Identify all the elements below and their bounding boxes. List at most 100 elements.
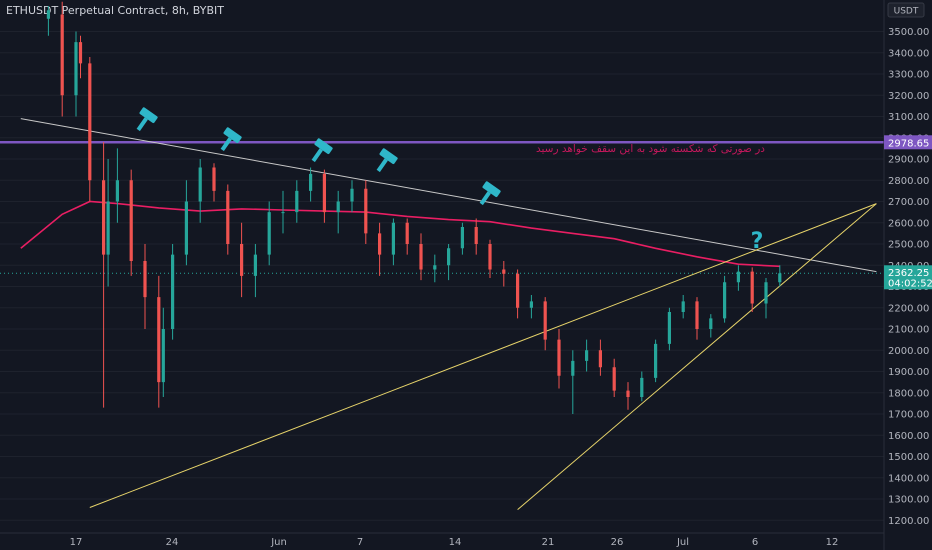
candle-body <box>654 343 658 378</box>
candle-body <box>78 42 83 64</box>
candle-body <box>723 282 727 319</box>
candle-body <box>557 339 561 376</box>
last-price-box <box>884 265 932 290</box>
candle-body <box>585 350 589 361</box>
candle-body <box>681 301 685 312</box>
time-tick-label: 7 <box>357 537 363 548</box>
candle-body <box>612 367 616 391</box>
gavel-icon <box>136 107 158 132</box>
wedge-upper-line <box>89 203 877 508</box>
candle-body <box>474 227 478 244</box>
candle-body <box>226 190 230 244</box>
candle-body <box>309 173 313 191</box>
candle-body <box>322 173 326 213</box>
gavel-icon <box>376 148 398 173</box>
gavel-handle <box>479 191 491 206</box>
time-tick-label: 21 <box>542 537 555 548</box>
gavel-icon <box>311 138 333 163</box>
candle-body <box>750 271 754 304</box>
price-tick-label: 3500.00 <box>888 27 929 38</box>
candle-body <box>106 201 110 255</box>
candle-body <box>543 301 547 340</box>
price-tick-label: 3200.00 <box>888 91 929 102</box>
gavel-handle <box>311 148 323 163</box>
candle-body <box>502 269 506 274</box>
gavel-handle <box>376 158 388 173</box>
candle-body <box>640 377 644 397</box>
candle-body <box>598 350 602 368</box>
annotation-text: در صورتی که شکسته شود به این سقف خواهد ر… <box>536 143 765 155</box>
annotations: در صورتی که شکسته شود به این سقف خواهد ر… <box>136 107 765 254</box>
question-mark: ? <box>751 229 764 254</box>
candle-body <box>626 390 630 397</box>
price-tick-label: 3100.00 <box>888 112 929 123</box>
price-tick-label: 3300.00 <box>888 70 929 81</box>
candle-body <box>764 282 768 304</box>
currency-label: USDT <box>894 7 919 17</box>
candle-body <box>46 10 50 19</box>
time-tick-label: 24 <box>166 537 179 548</box>
candle-body <box>433 265 437 270</box>
candle-body <box>253 254 257 276</box>
candle-body <box>198 167 202 202</box>
price-tick-label: 1900.00 <box>888 367 929 378</box>
drawn-lines <box>0 118 884 511</box>
time-tick-label: Jul <box>676 537 689 548</box>
price-tick-label: 1400.00 <box>888 473 929 484</box>
candle-body <box>88 63 92 181</box>
candles <box>46 1 782 414</box>
countdown-label: 04:02:52 <box>888 278 932 289</box>
gavel-head <box>379 148 398 165</box>
candle-body <box>171 254 175 329</box>
candle-body <box>378 233 382 255</box>
time-tick-label: Jun <box>270 537 287 548</box>
gavel-handle <box>136 117 148 132</box>
price-tick-label: 2000.00 <box>888 346 929 357</box>
moving-average-line <box>20 200 780 268</box>
candle-body <box>184 201 188 255</box>
candle-body <box>405 222 409 244</box>
candle-body <box>212 167 216 191</box>
price-tick-label: 2100.00 <box>888 325 929 336</box>
candle-body <box>161 329 165 383</box>
candle-body <box>295 190 299 213</box>
price-tick-label: 1300.00 <box>888 495 929 506</box>
price-tick-label: 2600.00 <box>888 218 929 229</box>
candle-body <box>488 244 492 270</box>
candle-body <box>267 212 271 255</box>
candle-body <box>391 222 395 255</box>
candle-body <box>667 312 671 344</box>
candle-body <box>102 180 106 255</box>
gavel-head <box>223 127 242 144</box>
descending-trend-line <box>20 118 877 273</box>
time-tick-label: 12 <box>826 537 839 548</box>
time-tick-label: 26 <box>611 537 624 548</box>
price-tick-label: 2800.00 <box>888 176 929 187</box>
price-tick-label: 3400.00 <box>888 48 929 59</box>
time-tick-label: 17 <box>70 537 83 548</box>
candle-body <box>709 318 713 329</box>
candle-body <box>778 273 782 283</box>
price-axis[interactable]: USDT3500.003400.003300.003200.003100.003… <box>883 0 932 550</box>
price-tick-label: 2900.00 <box>888 155 929 166</box>
candle-body <box>447 248 451 266</box>
grid <box>0 31 884 521</box>
level-label: 2978.65 <box>888 138 929 149</box>
price-tick-label: 2700.00 <box>888 197 929 208</box>
gavel-handle <box>220 137 232 152</box>
price-tick-label: 1500.00 <box>888 452 929 463</box>
price-tick-label: 1800.00 <box>888 388 929 399</box>
candle-body <box>129 180 133 261</box>
candle-body <box>60 14 64 96</box>
candle-body <box>460 227 464 249</box>
time-axis[interactable]: 17 24 Jun 7 14 21 26 Jul 6 12 <box>0 532 884 548</box>
price-tick-label: 2200.00 <box>888 303 929 314</box>
gavel-head <box>139 107 158 124</box>
time-tick-label: 14 <box>449 537 462 548</box>
candle-body <box>115 180 119 202</box>
candle-body <box>350 188 354 202</box>
gavel-icon <box>479 181 501 206</box>
candle-body <box>74 42 78 96</box>
level-label-box <box>884 135 932 150</box>
